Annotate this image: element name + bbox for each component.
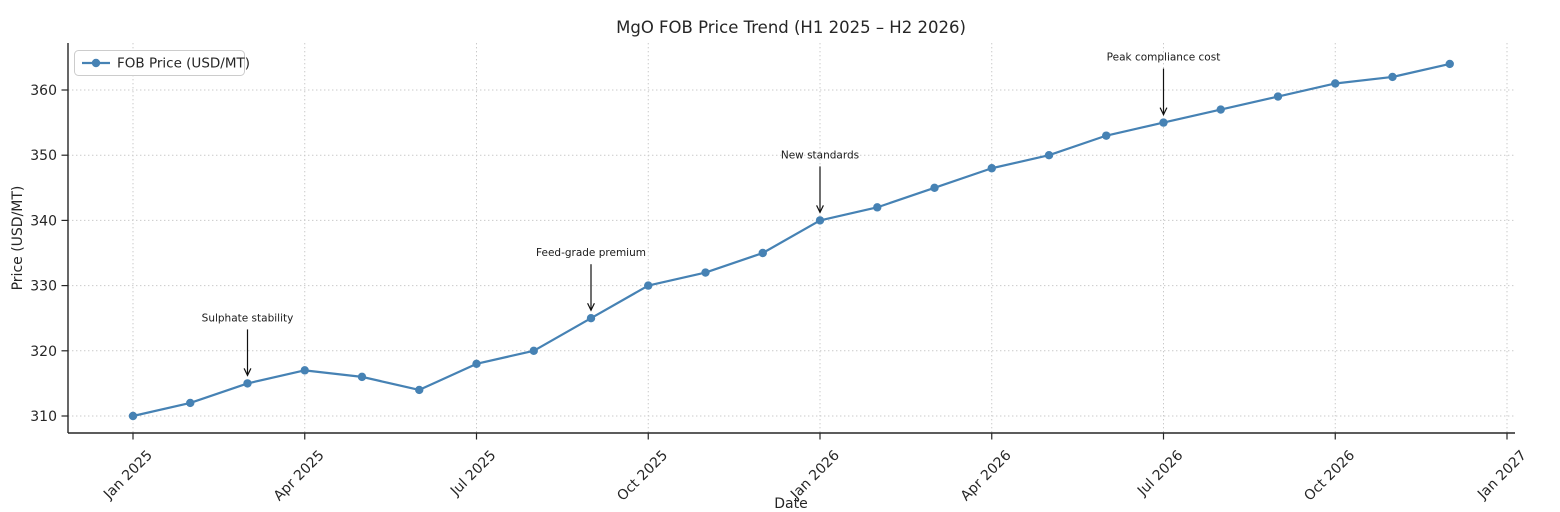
x-tick-label: Jul 2025 — [447, 448, 499, 500]
data-point-marker — [644, 281, 653, 290]
data-point-marker — [1159, 118, 1168, 127]
legend-marker-icon — [91, 58, 101, 68]
annotation-label: Sulphate stability — [202, 312, 294, 324]
y-tick-label: 310 — [30, 409, 57, 425]
annotation-label: Peak compliance cost — [1107, 52, 1221, 64]
price-trend-line — [131, 62, 1451, 418]
data-point-marker — [930, 183, 939, 192]
annotation-arrowhead-icon — [587, 302, 595, 312]
data-point-marker — [128, 411, 138, 421]
x-tick-label: Apr 2026 — [958, 447, 1015, 504]
annotation-arrowhead-icon — [816, 205, 824, 214]
data-point-marker — [1331, 79, 1340, 88]
data-point-marker — [586, 314, 596, 323]
x-axis-label: Date — [774, 496, 807, 512]
data-point-marker — [758, 248, 767, 258]
axes: 310 320 330 340 350 360 Jan 2025 Apr 2025 Jul 20… — [30, 43, 1530, 504]
data-point-marker — [815, 216, 825, 225]
gridlines — [68, 43, 1515, 433]
x-tick-label: Oct 2026 — [1301, 447, 1358, 504]
data-series — [128, 59, 1454, 421]
annotations: Sulphate stability Feed-grade premium New … — [202, 52, 1221, 377]
data-point-marker — [1102, 131, 1111, 140]
data-point-marker — [186, 398, 195, 408]
data-point-marker — [1216, 105, 1225, 114]
x-tick-label: Jan 2026 — [787, 447, 843, 503]
x-tick-label: Apr 2025 — [271, 448, 328, 505]
annotation-label: New standards — [781, 149, 859, 161]
y-axis-label: Price (USD/MT) — [10, 186, 26, 291]
y-tick-label: 330 — [30, 279, 57, 295]
legend-box — [74, 50, 245, 76]
legend-label: FOB Price (USD/MT) — [117, 56, 250, 72]
annotation-arrowhead-icon — [243, 368, 252, 377]
data-point-marker — [243, 379, 252, 388]
data-point-marker — [472, 359, 481, 369]
x-tick-label: Jul 2026 — [1134, 447, 1186, 499]
data-point-marker — [300, 366, 309, 375]
y-tick-label: 360 — [30, 83, 57, 99]
data-point-marker — [415, 385, 424, 395]
legend: FOB Price (USD/MT) — [74, 50, 250, 76]
annotation-label: Feed-grade premium — [536, 247, 646, 259]
data-point-marker — [529, 346, 538, 355]
data-point-marker — [873, 203, 882, 212]
x-tick-label: Jan 2025 — [100, 448, 156, 504]
annotation-arrowhead-icon — [1159, 107, 1168, 116]
data-point-marker — [701, 268, 710, 277]
data-point-marker — [1273, 92, 1283, 101]
x-tick-label: Jan 2027 — [1474, 448, 1530, 504]
data-point-marker — [1445, 59, 1454, 69]
y-tick-label: 340 — [30, 213, 57, 229]
data-point-marker — [987, 164, 996, 173]
y-tick-label: 350 — [30, 148, 57, 164]
y-tick-label: 320 — [30, 344, 57, 360]
chart-title: MgO FOB Price Trend (H1 2025 – H2 2026) — [616, 18, 966, 37]
x-tick-label: Oct 2025 — [614, 448, 671, 505]
data-point-marker — [1388, 72, 1397, 82]
data-point-marker — [357, 372, 367, 382]
data-point-marker — [1044, 151, 1054, 160]
